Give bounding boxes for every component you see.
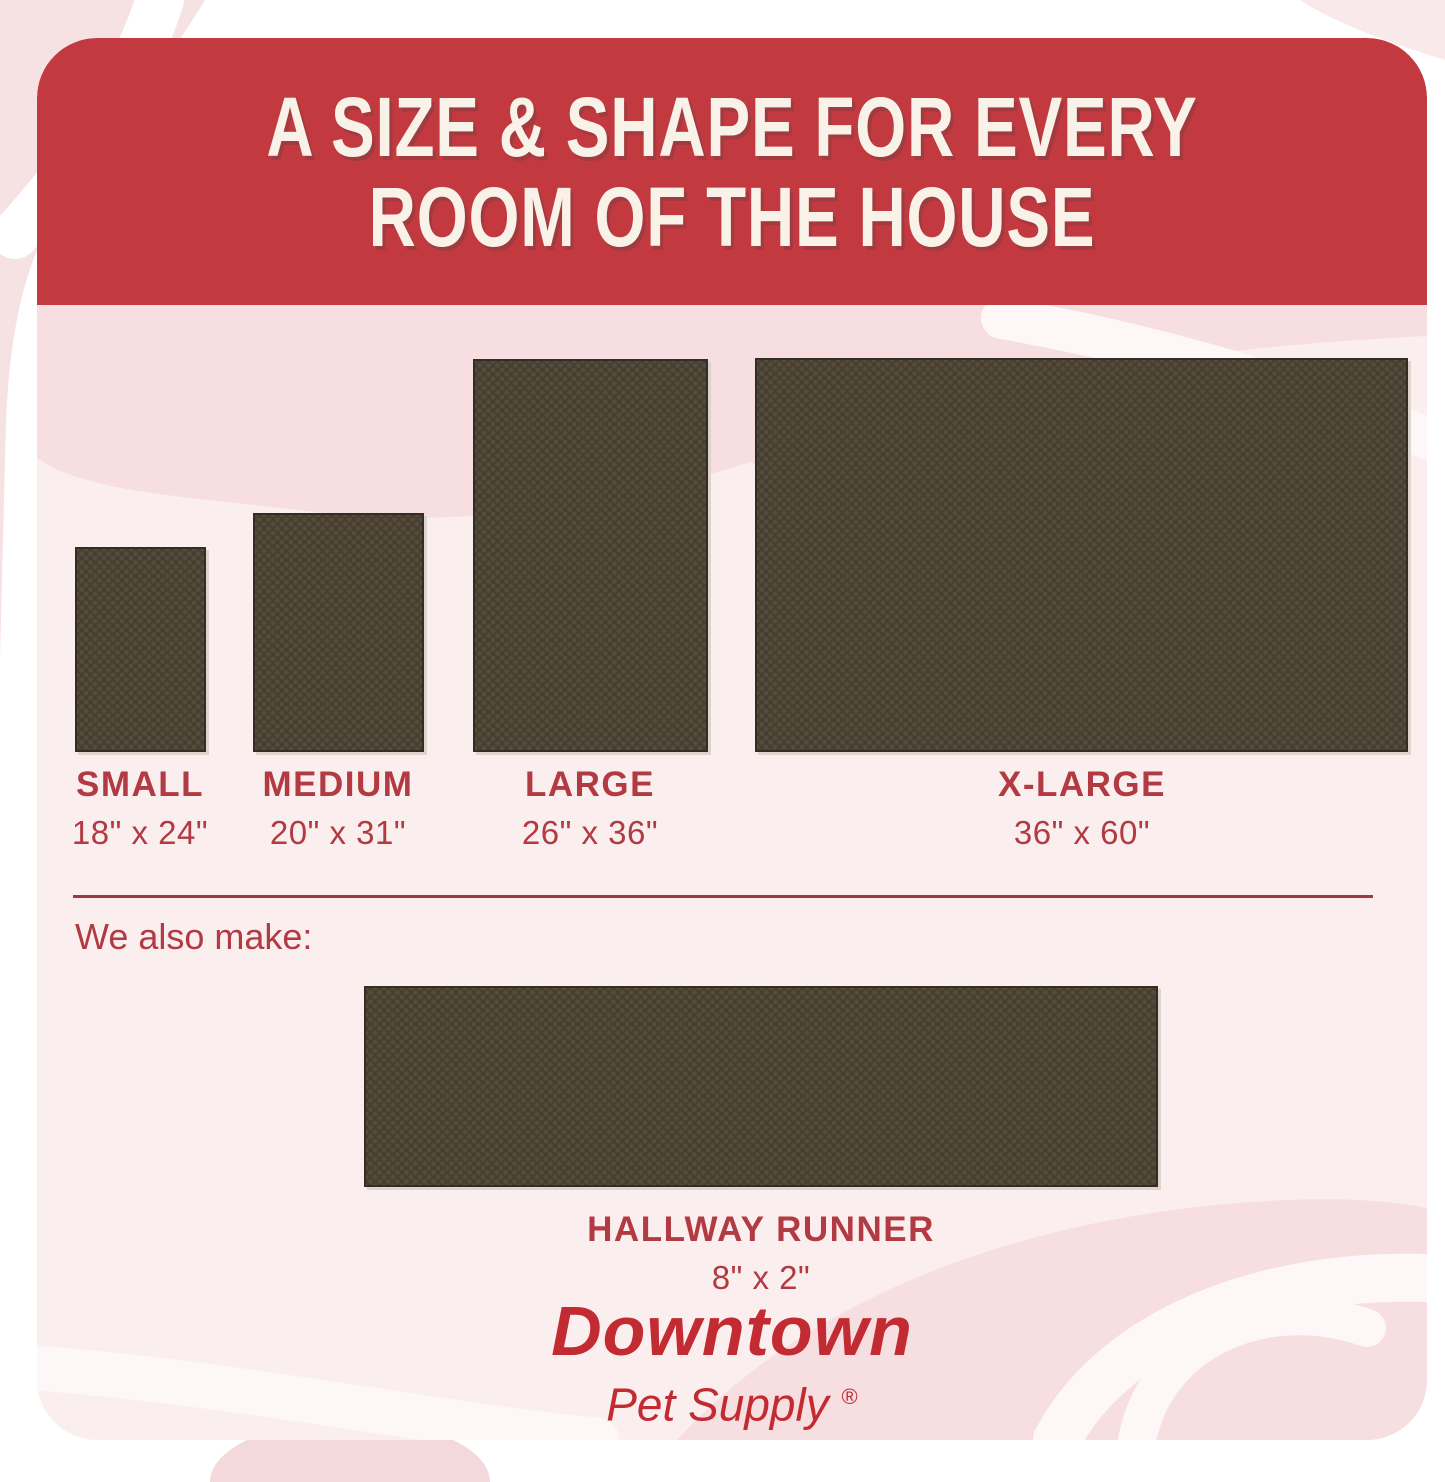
size-name: HALLWAY RUNNER: [587, 1210, 935, 1249]
size-dimensions: 20" x 31": [269, 814, 407, 851]
size-dimensions: 36" x 60": [1013, 814, 1151, 851]
mat-swatch-medium: [253, 513, 424, 752]
size-dimensions: 26" x 36": [521, 814, 659, 851]
brand-name: Downtown: [551, 1292, 913, 1370]
also-make-text: We also make:: [75, 916, 313, 957]
registered-trademark-symbol: ®: [841, 1384, 858, 1409]
size-name: SMALL: [75, 765, 205, 804]
size-label-small: SMALL 18" x 24": [72, 765, 208, 852]
mat-swatch-small: [75, 547, 206, 752]
size-label-hallway-runner: HALLWAY RUNNER 8" x 2": [587, 1210, 935, 1297]
brand-logo: Downtown Pet Supply ®: [37, 1296, 1427, 1431]
mat-swatch-hallway-runner: [364, 986, 1158, 1187]
section-divider: [73, 895, 1373, 898]
page-title-line2: ROOM OF THE HOUSE: [368, 169, 1096, 264]
header-banner: A SIZE & SHAPE FOR EVERY ROOM OF THE HOU…: [37, 38, 1427, 305]
size-dimensions: 18" x 24": [71, 814, 209, 851]
page-title: A SIZE & SHAPE FOR EVERY ROOM OF THE HOU…: [266, 82, 1197, 262]
size-name: MEDIUM: [262, 765, 414, 804]
size-name: X-LARGE: [998, 765, 1166, 804]
page-title-line1: A SIZE & SHAPE FOR EVERY: [266, 79, 1198, 174]
mat-swatch-large: [473, 359, 708, 752]
size-label-large: LARGE 26" x 36": [522, 765, 658, 852]
size-name: LARGE: [525, 765, 655, 804]
brand-tagline-text: Pet Supply: [606, 1378, 829, 1431]
size-label-medium: MEDIUM 20" x 31": [263, 765, 414, 852]
size-label-xlarge: X-LARGE 36" x 60": [998, 765, 1166, 852]
size-dimensions: 8" x 2": [711, 1259, 811, 1296]
infographic-card: A SIZE & SHAPE FOR EVERY ROOM OF THE HOU…: [37, 38, 1427, 1440]
brand-tagline: Pet Supply ®: [37, 1370, 1427, 1431]
mat-swatch-xlarge: [755, 358, 1408, 752]
